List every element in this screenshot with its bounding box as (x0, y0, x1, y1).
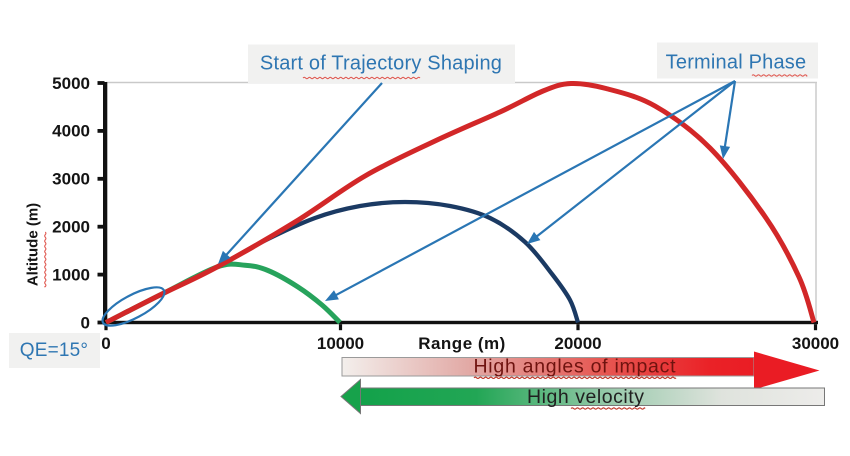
svg-text:4000: 4000 (52, 122, 90, 141)
svg-text:0: 0 (81, 313, 90, 332)
svg-text:3000: 3000 (52, 170, 90, 189)
svg-text:1000: 1000 (52, 265, 90, 284)
svg-text:Terminal Phase: Terminal Phase (666, 52, 807, 74)
svg-text:10000: 10000 (317, 334, 364, 353)
svg-text:QE=15°: QE=15° (20, 340, 88, 361)
svg-text:20000: 20000 (554, 334, 601, 353)
svg-text:High velocity: High velocity (527, 386, 644, 408)
svg-text:Altitude (m): Altitude (m) (25, 203, 42, 286)
svg-text:Start of Trajectory Shaping: Start of Trajectory Shaping (260, 53, 502, 75)
svg-text:2000: 2000 (52, 218, 90, 237)
svg-text:High angles of impact: High angles of impact (474, 356, 677, 378)
svg-text:0: 0 (101, 334, 110, 353)
svg-text:5000: 5000 (52, 74, 90, 93)
svg-text:Range (m): Range (m) (418, 334, 506, 353)
svg-text:30000: 30000 (792, 334, 839, 353)
